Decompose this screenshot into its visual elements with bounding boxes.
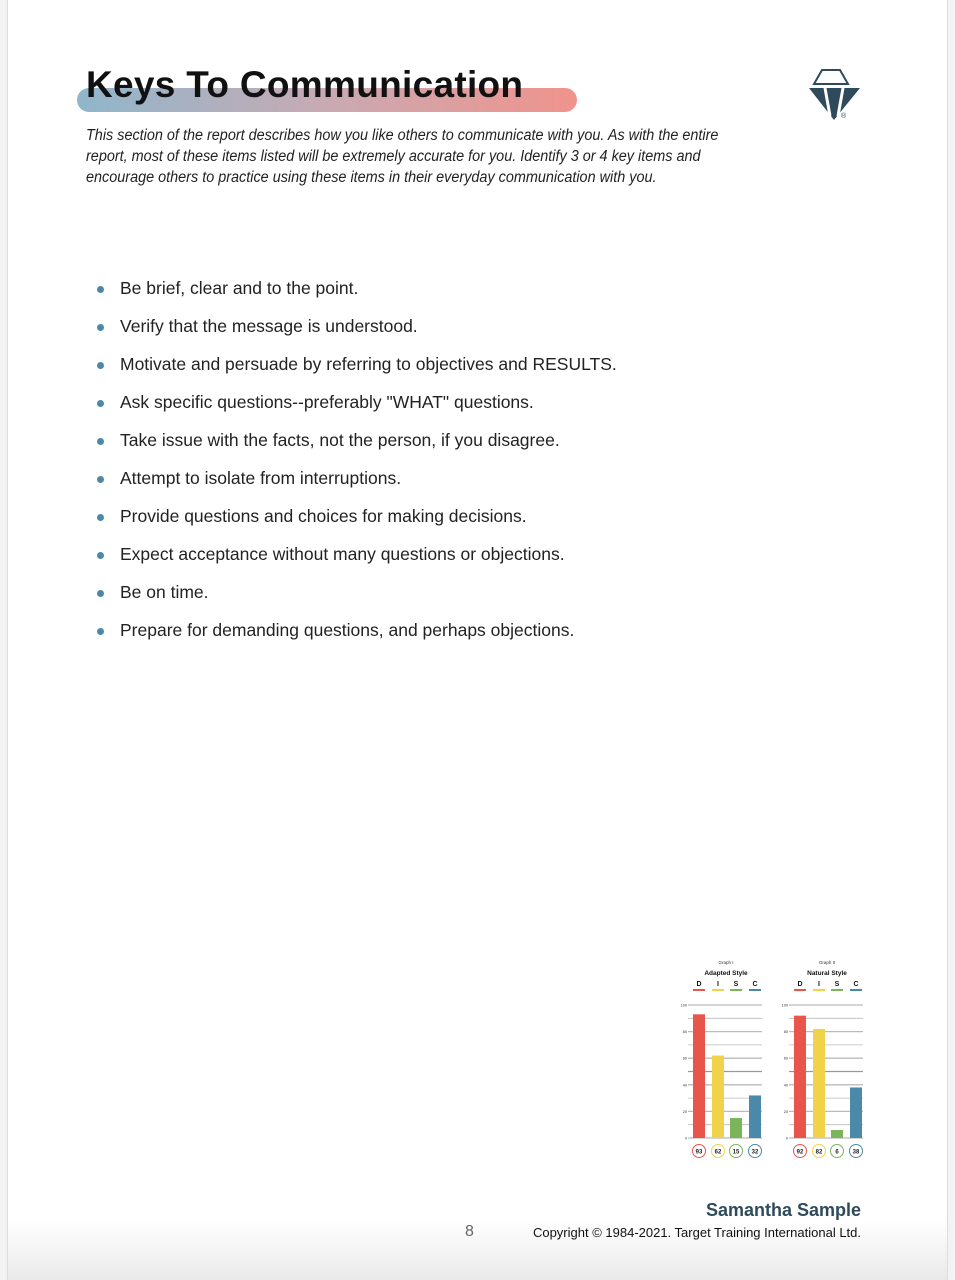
- value-circle-I: [812, 1144, 826, 1158]
- list-item-text: Be on time.: [120, 582, 209, 602]
- value-circle-C: [849, 1144, 863, 1158]
- intro-text: This section of the report describes how…: [86, 127, 719, 186]
- list-item: Expect acceptance without many questions…: [95, 544, 617, 582]
- chart-title: Adapted Style: [704, 970, 748, 977]
- copyright: Copyright © 1984-2021. Target Training I…: [532, 1225, 861, 1240]
- data-label-D: 92: [797, 1149, 804, 1155]
- y-tick-label: 20: [784, 1110, 788, 1114]
- bar-I: [712, 1055, 724, 1138]
- data-label-S: 6: [835, 1149, 839, 1155]
- data-label-I: 62: [715, 1149, 722, 1155]
- list-item: Attempt to isolate from interruptions.: [95, 468, 617, 506]
- bullet-icon: [97, 438, 104, 445]
- bullet-icon: [97, 628, 104, 635]
- value-circle-D: [793, 1144, 807, 1158]
- y-tick-label: 40: [784, 1083, 788, 1087]
- list-item-text: Provide questions and choices for making…: [120, 506, 527, 526]
- chart-title: Natural Style: [807, 970, 847, 977]
- svg-text:®: ®: [841, 112, 847, 120]
- bar-S: [831, 1130, 843, 1138]
- legend-swatch-D: [693, 989, 705, 991]
- bullet-icon: [97, 514, 104, 521]
- bar-C: [850, 1087, 862, 1138]
- list-item-text: Prepare for demanding questions, and per…: [120, 620, 575, 640]
- bar-I: [813, 1028, 825, 1138]
- y-tick-label: 60: [784, 1057, 788, 1061]
- communication-list: Be brief, clear and to the point. Verify …: [95, 278, 617, 658]
- legend-swatch-C: [749, 989, 761, 991]
- chart-subtitle: Graph II: [819, 960, 835, 965]
- data-label-S: 15: [733, 1149, 740, 1155]
- list-item: Be on time.: [95, 582, 617, 620]
- ttisi-diamond-logo-icon: ®: [809, 69, 860, 120]
- legend-swatch-S: [730, 989, 742, 991]
- y-tick-label: 0: [786, 1137, 788, 1141]
- value-circle-S: [830, 1144, 844, 1158]
- legend-swatch-I: [813, 989, 825, 991]
- legend-label-D: D: [696, 981, 701, 988]
- legend-label-C: C: [853, 981, 858, 988]
- value-circle-S: [729, 1144, 743, 1158]
- y-tick-label: 20: [683, 1110, 687, 1114]
- bullet-icon: [97, 400, 104, 407]
- y-tick-label: 40: [683, 1083, 687, 1087]
- data-label-I: 82: [816, 1149, 823, 1155]
- legend-swatch-C: [850, 989, 862, 991]
- legend-label-I: I: [717, 981, 719, 988]
- legend-swatch-S: [831, 989, 843, 991]
- data-label-C: 38: [853, 1149, 860, 1155]
- y-tick-label: 0: [685, 1137, 687, 1141]
- bullet-icon: [97, 324, 104, 331]
- legend-label-D: D: [797, 981, 802, 988]
- list-item-text: Attempt to isolate from interruptions.: [120, 468, 402, 488]
- list-item: Prepare for demanding questions, and per…: [95, 620, 617, 658]
- bullet-icon: [97, 476, 104, 483]
- bullet-icon: [97, 590, 104, 597]
- legend-label-C: C: [752, 981, 757, 988]
- y-tick-label: 100: [681, 1004, 687, 1008]
- title-highlight: [77, 88, 577, 112]
- respondent-name: Samantha Sample: [705, 1200, 861, 1220]
- bar-D: [794, 1015, 806, 1138]
- page-number: 8: [465, 1223, 474, 1240]
- data-label-D: 93: [696, 1149, 703, 1155]
- report-page: [7, 0, 948, 1280]
- bar-D: [693, 1014, 705, 1138]
- legend-swatch-I: [712, 989, 724, 991]
- natural-style-chart: Graph II Natural Style D I S C 0 20 40 60 80 100 92 8…: [782, 960, 863, 1158]
- data-label-C: 32: [752, 1149, 759, 1155]
- page-title: Keys To Communication: [86, 64, 524, 105]
- bullet-icon: [97, 286, 104, 293]
- legend-label-S: S: [734, 981, 739, 988]
- value-circle-D: [692, 1144, 706, 1158]
- y-tick-label: 100: [782, 1004, 788, 1008]
- value-circle-C: [748, 1144, 762, 1158]
- legend-label-S: S: [835, 981, 840, 988]
- list-item: Verify that the message is understood.: [95, 316, 617, 354]
- list-item-text: Verify that the message is understood.: [120, 316, 418, 336]
- list-item-text: Be brief, clear and to the point.: [120, 278, 359, 298]
- list-item-text: Ask specific questions--preferably "WHAT…: [120, 392, 534, 412]
- list-item: Provide questions and choices for making…: [95, 506, 617, 544]
- list-item-text: Take issue with the facts, not the perso…: [120, 430, 560, 450]
- legend-label-I: I: [818, 981, 820, 988]
- y-tick-label: 80: [683, 1030, 687, 1034]
- list-item: Be brief, clear and to the point.: [95, 278, 617, 316]
- bar-S: [730, 1118, 742, 1138]
- list-item-text: Expect acceptance without many questions…: [120, 544, 565, 564]
- y-tick-label: 80: [784, 1030, 788, 1034]
- list-item-text: Motivate and persuade by referring to ob…: [120, 354, 617, 374]
- y-tick-label: 60: [683, 1057, 687, 1061]
- value-circle-I: [711, 1144, 725, 1158]
- list-item: Take issue with the facts, not the perso…: [95, 430, 617, 468]
- bullet-icon: [97, 552, 104, 559]
- bullet-icon: [97, 362, 104, 369]
- list-item: Ask specific questions--preferably "WHAT…: [95, 392, 617, 430]
- bar-C: [749, 1095, 761, 1138]
- chart-subtitle: Graph I: [718, 960, 733, 965]
- legend-swatch-D: [794, 989, 806, 991]
- list-item: Motivate and persuade by referring to ob…: [95, 354, 617, 392]
